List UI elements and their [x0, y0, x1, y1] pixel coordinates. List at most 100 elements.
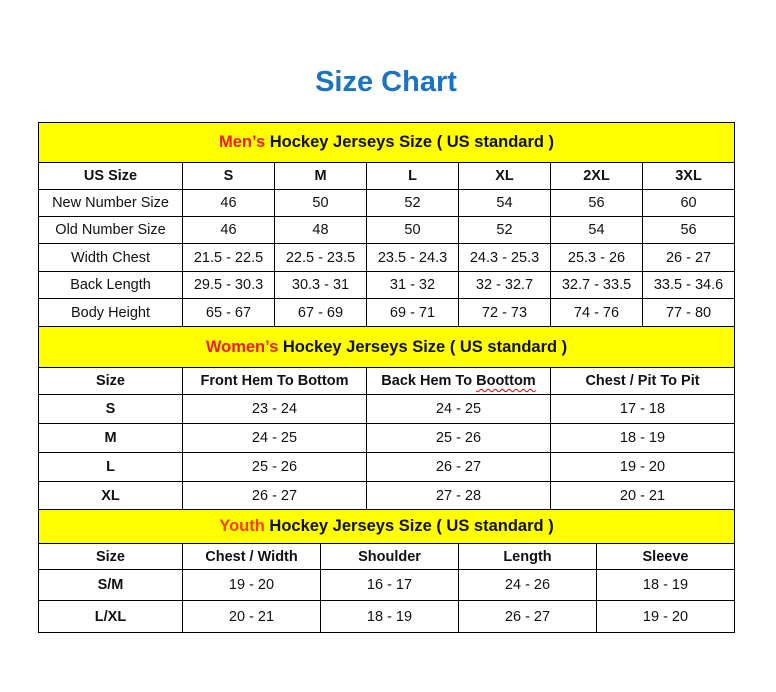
table-row: New Number Size 46 50 52 54 56 60 — [38, 189, 736, 217]
table-cell: 20 - 21 — [549, 481, 736, 510]
table-cell: 25 - 26 — [182, 452, 367, 482]
table-cell: 17 - 18 — [549, 394, 736, 424]
table-cell: 77 - 80 — [641, 298, 736, 327]
table-cell: 67 - 69 — [274, 298, 367, 327]
table-cell: 33.5 - 34.6 — [641, 271, 736, 299]
column-header: Chest / Pit To Pit — [549, 367, 736, 395]
table-cell: 16 - 17 — [320, 569, 459, 601]
column-header: Back Hem To Boottom — [366, 367, 551, 395]
column-header: 3XL — [641, 162, 736, 190]
row-label: Body Height — [38, 298, 183, 327]
table-cell: 29.5 - 30.3 — [182, 271, 275, 299]
table-cell: 24.3 - 25.3 — [458, 243, 551, 272]
column-header: Length — [458, 543, 597, 570]
column-header: L — [366, 162, 459, 190]
table-cell: 50 — [366, 216, 459, 244]
column-header: S — [182, 162, 275, 190]
column-header: Size — [38, 367, 183, 395]
table-cell: 48 — [274, 216, 367, 244]
column-header: Size — [38, 543, 183, 570]
table-cell: 32 - 32.7 — [458, 271, 551, 299]
table-cell: 21.5 - 22.5 — [182, 243, 275, 272]
table-row: XL 26 - 27 27 - 28 20 - 21 — [38, 481, 736, 510]
page-title: Size Chart — [315, 66, 457, 98]
table-cell: 22.5 - 23.5 — [274, 243, 367, 272]
table-cell: 30.3 - 31 — [274, 271, 367, 299]
table-cell: 26 - 27 — [366, 452, 551, 482]
section-accent: Women’s — [205, 337, 279, 356]
table-cell: 25 - 26 — [366, 423, 551, 453]
section-heading-text: Hockey Jerseys Size ( US standard ) — [265, 133, 555, 151]
youth-size-table: Youth Hockey Jerseys Size ( US standard … — [37, 509, 736, 633]
table-cell: 23.5 - 24.3 — [366, 243, 459, 272]
row-label: XL — [38, 481, 183, 510]
column-header: Chest / Width — [182, 543, 321, 570]
table-cell: 52 — [366, 189, 459, 217]
table-row: Body Height 65 - 67 67 - 69 69 - 71 72 - 73 7… — [38, 298, 736, 327]
table-cell: 54 — [550, 216, 643, 244]
section-heading-text: Hockey Jerseys Size ( US standard ) — [264, 517, 554, 535]
table-cell: 46 — [182, 189, 275, 217]
table-cell: 18 - 19 — [549, 423, 736, 453]
table-cell: 60 — [641, 189, 736, 217]
section-heading-text: Hockey Jerseys Size ( US standard ) — [278, 337, 568, 356]
section-accent: Youth — [219, 517, 265, 535]
table-cell: 31 - 32 — [366, 271, 459, 299]
table-cell: 19 - 20 — [182, 569, 321, 601]
womens-section-heading: Women’s Hockey Jerseys Size ( US standar… — [37, 326, 736, 368]
row-label: Back Length — [38, 271, 183, 299]
table-cell: 26 - 27 — [641, 243, 736, 272]
table-row: L/XL 20 - 21 18 - 19 26 - 27 19 - 20 — [38, 600, 736, 633]
table-cell: 24 - 25 — [366, 394, 551, 424]
table-cell: 56 — [550, 189, 643, 217]
youth-section-heading: Youth Hockey Jerseys Size ( US standard … — [37, 509, 736, 544]
table-cell: 65 - 67 — [182, 298, 275, 327]
section-accent: Men’s — [219, 133, 266, 151]
table-cell: 32.7 - 33.5 — [550, 271, 643, 299]
table-cell: 20 - 21 — [182, 600, 321, 633]
table-row: Back Length 29.5 - 30.3 30.3 - 31 31 - 32 32… — [38, 271, 736, 299]
table-cell: 69 - 71 — [366, 298, 459, 327]
table-cell: 18 - 19 — [320, 600, 459, 633]
column-header: Shoulder — [320, 543, 459, 570]
row-label: L/XL — [38, 600, 183, 633]
table-cell: 24 - 25 — [182, 423, 367, 453]
table-cell: 25.3 - 26 — [550, 243, 643, 272]
table-cell: 72 - 73 — [458, 298, 551, 327]
womens-size-table: Women’s Hockey Jerseys Size ( US standar… — [37, 326, 736, 510]
table-cell: 56 — [641, 216, 736, 244]
table-row: S/M 19 - 20 16 - 17 24 - 26 18 - 19 — [38, 569, 736, 601]
table-cell: 74 - 76 — [550, 298, 643, 327]
mens-size-table: Men’s Hockey Jerseys Size ( US standard … — [37, 122, 736, 327]
table-cell: 54 — [458, 189, 551, 217]
row-label: Old Number Size — [38, 216, 183, 244]
mens-section-heading: Men’s Hockey Jerseys Size ( US standard … — [37, 122, 736, 163]
table-row: L 25 - 26 26 - 27 19 - 20 — [38, 452, 736, 482]
table-cell: 19 - 20 — [595, 600, 736, 633]
table-row: Old Number Size 46 48 50 52 54 56 — [38, 216, 736, 244]
row-label: L — [38, 452, 183, 482]
row-label: S — [38, 394, 183, 424]
table-cell: 50 — [274, 189, 367, 217]
table-row: M 24 - 25 25 - 26 18 - 19 — [38, 423, 736, 453]
table-cell: 19 - 20 — [549, 452, 736, 482]
column-header: XL — [458, 162, 551, 190]
table-cell: 24 - 26 — [458, 569, 597, 601]
table-cell: 26 - 27 — [458, 600, 597, 633]
column-header: US Size — [38, 162, 183, 190]
column-header: M — [274, 162, 367, 190]
table-cell: 52 — [458, 216, 551, 244]
table-cell: 18 - 19 — [595, 569, 736, 601]
row-label: M — [38, 423, 183, 453]
table-row: S 23 - 24 24 - 25 17 - 18 — [38, 394, 736, 424]
column-header: Sleeve — [595, 543, 736, 570]
row-label: S/M — [38, 569, 183, 601]
column-header: Front Hem To Bottom — [182, 367, 367, 395]
table-cell: 23 - 24 — [182, 394, 367, 424]
table-cell: 26 - 27 — [182, 481, 367, 510]
table-cell: 46 — [182, 216, 275, 244]
row-label: Width Chest — [38, 243, 183, 272]
table-row: Width Chest 21.5 - 22.5 22.5 - 23.5 23.5 - … — [38, 243, 736, 272]
row-label: New Number Size — [38, 189, 183, 217]
table-cell: 27 - 28 — [366, 481, 551, 510]
